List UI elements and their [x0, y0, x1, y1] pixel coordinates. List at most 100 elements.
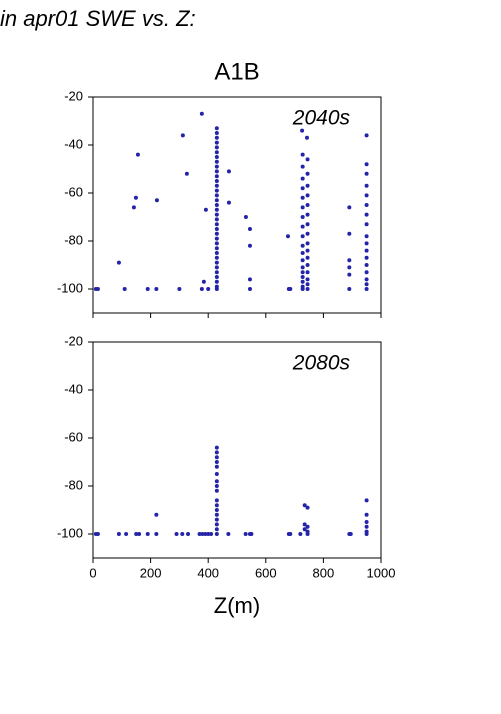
point — [214, 169, 219, 174]
point — [247, 287, 252, 291]
point — [305, 183, 310, 188]
point — [285, 234, 290, 239]
point — [300, 275, 305, 279]
point — [199, 111, 204, 116]
point — [200, 532, 205, 536]
y-tick-label: -40 — [64, 381, 83, 396]
point — [305, 529, 310, 534]
point — [305, 270, 310, 275]
point — [288, 287, 293, 291]
x-axis-label: Z(m) — [214, 593, 260, 618]
point — [347, 258, 352, 263]
point — [243, 215, 248, 219]
point — [305, 282, 310, 287]
point — [214, 179, 219, 183]
point — [214, 270, 219, 275]
point — [300, 251, 305, 255]
point — [145, 287, 150, 291]
panel-annotation: 2040s — [292, 107, 351, 130]
point — [347, 265, 352, 270]
point — [116, 532, 121, 536]
point — [247, 227, 252, 231]
point — [203, 207, 208, 212]
point — [214, 236, 219, 241]
point — [214, 508, 219, 512]
point — [214, 517, 219, 522]
point — [247, 243, 252, 248]
point — [364, 255, 369, 260]
point — [214, 532, 219, 536]
point — [214, 231, 219, 236]
point — [180, 133, 185, 138]
point — [95, 532, 100, 536]
point — [214, 287, 219, 291]
point — [305, 212, 310, 217]
point — [364, 277, 369, 282]
point — [226, 200, 231, 205]
point — [214, 522, 219, 527]
point — [154, 198, 159, 203]
point — [305, 263, 310, 267]
point — [305, 231, 310, 236]
point — [300, 243, 305, 248]
y-tick-label: -60 — [64, 184, 83, 199]
point — [364, 498, 369, 503]
point — [364, 270, 369, 275]
point — [214, 188, 219, 193]
point — [214, 498, 219, 503]
point — [305, 524, 310, 529]
plot-frame — [92, 341, 382, 559]
point — [305, 171, 310, 176]
point — [305, 222, 310, 227]
point — [300, 152, 305, 157]
point — [300, 215, 305, 219]
point — [137, 532, 142, 536]
point — [214, 212, 219, 217]
point — [214, 227, 219, 231]
point — [214, 445, 219, 450]
point — [305, 277, 310, 282]
point — [305, 157, 310, 162]
x-tick-label: 1000 — [367, 565, 396, 580]
point — [305, 505, 310, 510]
point — [226, 169, 231, 174]
point — [302, 503, 307, 508]
x-tick-label: 800 — [313, 565, 335, 580]
point — [134, 532, 139, 536]
point — [364, 248, 369, 253]
point — [214, 488, 219, 493]
point — [364, 263, 369, 267]
point — [214, 164, 219, 169]
point — [184, 171, 189, 176]
point — [300, 224, 305, 229]
point — [95, 287, 100, 291]
point — [214, 255, 219, 260]
plot-frame — [92, 96, 382, 314]
point — [214, 131, 219, 135]
point — [214, 150, 219, 155]
y-tick-label: -20 — [64, 88, 83, 103]
point — [305, 203, 310, 207]
point — [214, 140, 219, 145]
point — [214, 455, 219, 460]
point — [226, 532, 231, 536]
point — [364, 133, 369, 138]
point — [305, 193, 310, 198]
point — [300, 270, 305, 275]
point — [302, 527, 307, 532]
y-tick-label: -40 — [64, 136, 83, 151]
point — [364, 524, 369, 529]
point — [364, 287, 369, 291]
point — [214, 222, 219, 227]
point — [300, 265, 305, 270]
point — [154, 287, 159, 291]
point — [154, 532, 159, 536]
point — [145, 532, 150, 536]
point — [135, 152, 140, 157]
point — [131, 205, 136, 210]
point — [364, 203, 369, 207]
point — [364, 512, 369, 517]
point — [203, 532, 208, 536]
point — [364, 241, 369, 246]
